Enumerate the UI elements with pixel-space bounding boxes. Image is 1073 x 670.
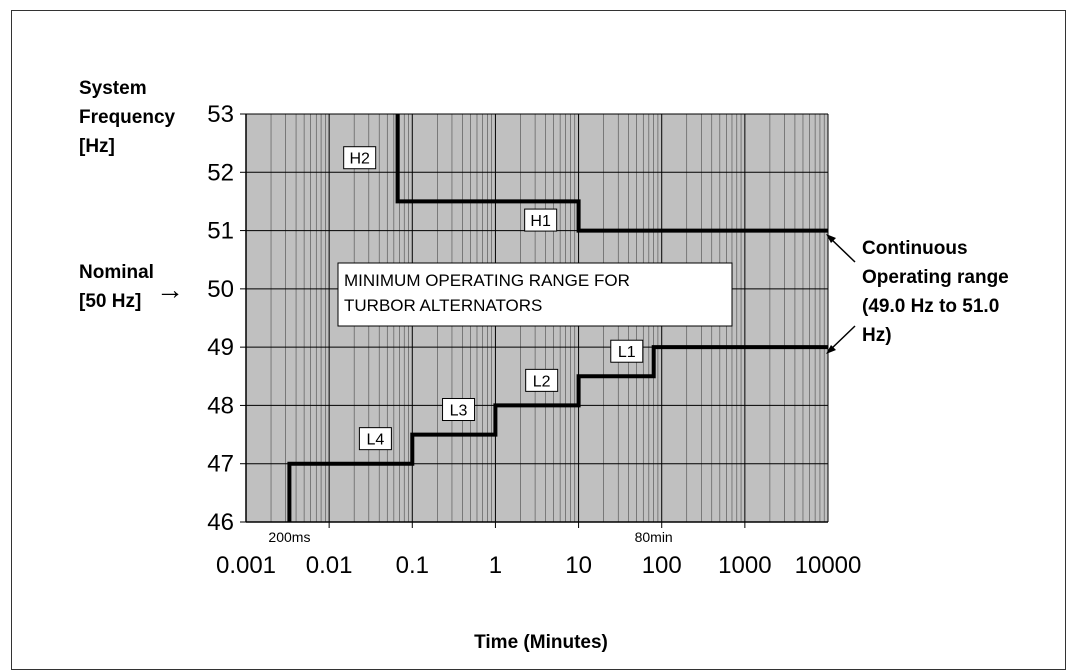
y-tick-label: 49 — [207, 334, 234, 361]
step-label-l1: L1 — [618, 344, 636, 361]
chart-title-line-2: TURBOR ALTERNATORS — [344, 296, 542, 315]
x-tick-label: 10000 — [795, 552, 862, 579]
step-label-l3: L3 — [450, 403, 468, 420]
y-tick-label: 53 — [207, 101, 234, 128]
continuous-label-line-1: Continuous — [862, 238, 968, 259]
y-axis-label-line-3: [Hz] — [79, 136, 115, 157]
x-tick-label: 0.01 — [306, 552, 353, 579]
y-tick-label: 52 — [207, 159, 234, 186]
continuous-label-line-2: Operating range — [862, 267, 1009, 288]
x-axis-label: Time (Minutes) — [474, 632, 608, 653]
nominal-label-line-1: Nominal — [79, 262, 154, 283]
y-tick-label: 47 — [207, 451, 234, 478]
continuous-lower-arrow-head-icon — [826, 345, 836, 354]
step-label-l2: L2 — [533, 373, 551, 390]
step-label-box-l1 — [610, 339, 644, 363]
chart-title-box — [337, 262, 733, 327]
x-tick-label: 1000 — [718, 552, 771, 579]
lower-limit-series-line — [287, 345, 828, 522]
x-tick-label: 10 — [565, 552, 592, 579]
step-label-box-h2 — [343, 146, 377, 170]
continuous-upper-arrow-head-icon — [826, 234, 836, 243]
y-axis-label-line-2: Frequency — [79, 107, 176, 128]
step-label-h1: H1 — [530, 213, 551, 230]
chart-title-line-1: MINIMUM OPERATING RANGE FOR — [344, 271, 630, 290]
step-label-box-h1 — [524, 208, 558, 232]
x-tick-label: 1 — [489, 552, 502, 579]
x-tick-label: 100 — [642, 552, 682, 579]
continuous-label-line-3: (49.0 Hz to 51.0 — [862, 296, 999, 317]
x-tick-label: 0.001 — [216, 552, 276, 579]
x-annotation-label: 200ms — [268, 529, 310, 545]
y-tick-label: 46 — [207, 509, 234, 536]
continuous-upper-arrow-line — [828, 236, 856, 263]
y-tick-label: 51 — [207, 218, 234, 245]
step-label-box-l4 — [358, 427, 392, 451]
y-tick-label: 48 — [207, 392, 234, 419]
nominal-label-line-2: [50 Hz] — [79, 291, 141, 312]
step-label-l4: L4 — [366, 432, 384, 449]
y-axis-label-line-1: System — [79, 78, 147, 99]
y-tick-label: 50 — [207, 276, 234, 303]
step-label-h2: H2 — [349, 151, 370, 168]
continuous-label-line-4: Hz) — [862, 325, 892, 346]
upper-limit-series-line — [395, 114, 828, 233]
nominal-arrow-icon: → — [156, 274, 184, 305]
step-label-box-l3 — [442, 398, 476, 422]
continuous-lower-arrow-line — [828, 325, 856, 352]
x-tick-label: 0.1 — [396, 552, 429, 579]
step-label-box-l2 — [525, 368, 559, 392]
x-annotation-label: 80min — [635, 529, 673, 545]
